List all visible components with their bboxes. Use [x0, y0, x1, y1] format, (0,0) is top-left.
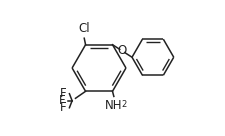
- Text: Cl: Cl: [79, 22, 90, 35]
- Text: F: F: [60, 101, 67, 114]
- Text: 2: 2: [121, 100, 126, 109]
- Text: NH: NH: [105, 99, 123, 112]
- Text: F: F: [60, 87, 67, 100]
- Text: F: F: [59, 94, 65, 107]
- Text: O: O: [118, 44, 127, 57]
